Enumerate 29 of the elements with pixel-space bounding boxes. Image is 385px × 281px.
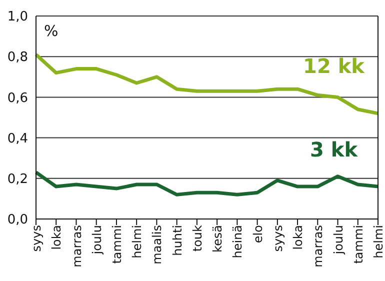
x-tick-label: syys <box>270 225 285 252</box>
x-tick-label: tammi <box>110 225 124 264</box>
y-tick-label: 0,6 <box>7 90 28 106</box>
x-tick-label: helmi <box>372 225 385 258</box>
y-tick-label: 1,0 <box>7 10 28 25</box>
x-tick-label: kesä <box>210 225 225 253</box>
y-axis-title: % <box>44 22 58 40</box>
y-tick-label: 0,2 <box>7 172 28 188</box>
x-tick-label: marras <box>70 225 84 268</box>
x-tick-label: elo <box>250 225 265 244</box>
x-tick-label: loka <box>50 225 64 250</box>
line-series <box>34 52 380 116</box>
line-series <box>34 170 380 196</box>
x-tick-label: huhti <box>170 225 184 256</box>
y-tick-label: 0,8 <box>7 50 28 66</box>
x-tick-label: marras <box>311 225 326 268</box>
x-tick-label: touk <box>190 224 204 252</box>
x-tick-label: heinä <box>230 225 245 258</box>
x-tick-label: tammi <box>351 225 366 264</box>
x-tick-label: helmi <box>130 225 144 258</box>
x-tick-label: syys <box>30 225 44 252</box>
x-tick-label: joulu <box>331 225 346 256</box>
series-label: 12 kk <box>303 54 366 78</box>
x-tick-label: loka <box>291 225 306 250</box>
y-tick-label: 0,0 <box>7 212 28 228</box>
x-tick-label: joulu <box>90 225 104 256</box>
series-label: 3 kk <box>310 137 358 162</box>
x-tick-label: maalis <box>150 225 164 264</box>
y-tick-label: 0,4 <box>7 131 28 146</box>
